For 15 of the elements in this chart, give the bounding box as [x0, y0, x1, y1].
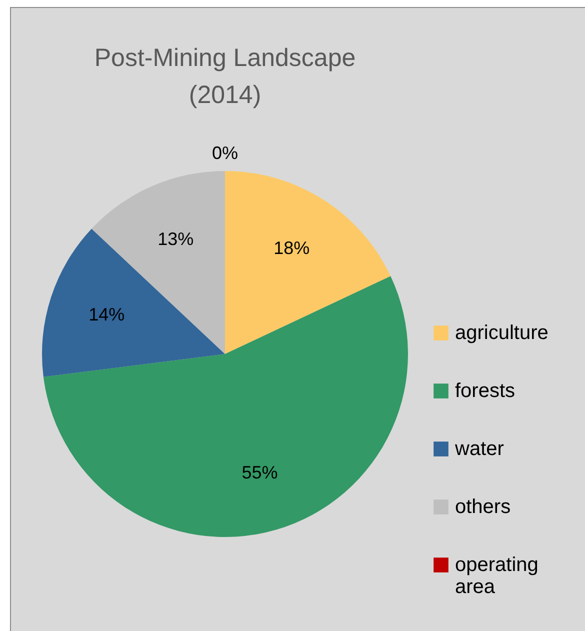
pie-slice: [42, 228, 225, 377]
text: 0%: [212, 143, 238, 163]
legend-label: forests: [455, 380, 516, 402]
chart-title: Post-Mining Landscape (2014): [94, 44, 356, 109]
legend-label: agriculture: [455, 322, 548, 344]
pie-slice: [43, 276, 408, 537]
data-label: 55%: [242, 462, 278, 482]
data-label: 13%: [158, 228, 194, 249]
pie-slice: [92, 171, 225, 354]
pie-slice: [225, 171, 391, 354]
legend-label: others: [455, 496, 511, 518]
legend-label: operating area: [455, 554, 538, 598]
data-label: 18%: [274, 238, 310, 258]
data-label: 14%: [88, 304, 125, 325]
legend-label: water: [454, 438, 504, 460]
